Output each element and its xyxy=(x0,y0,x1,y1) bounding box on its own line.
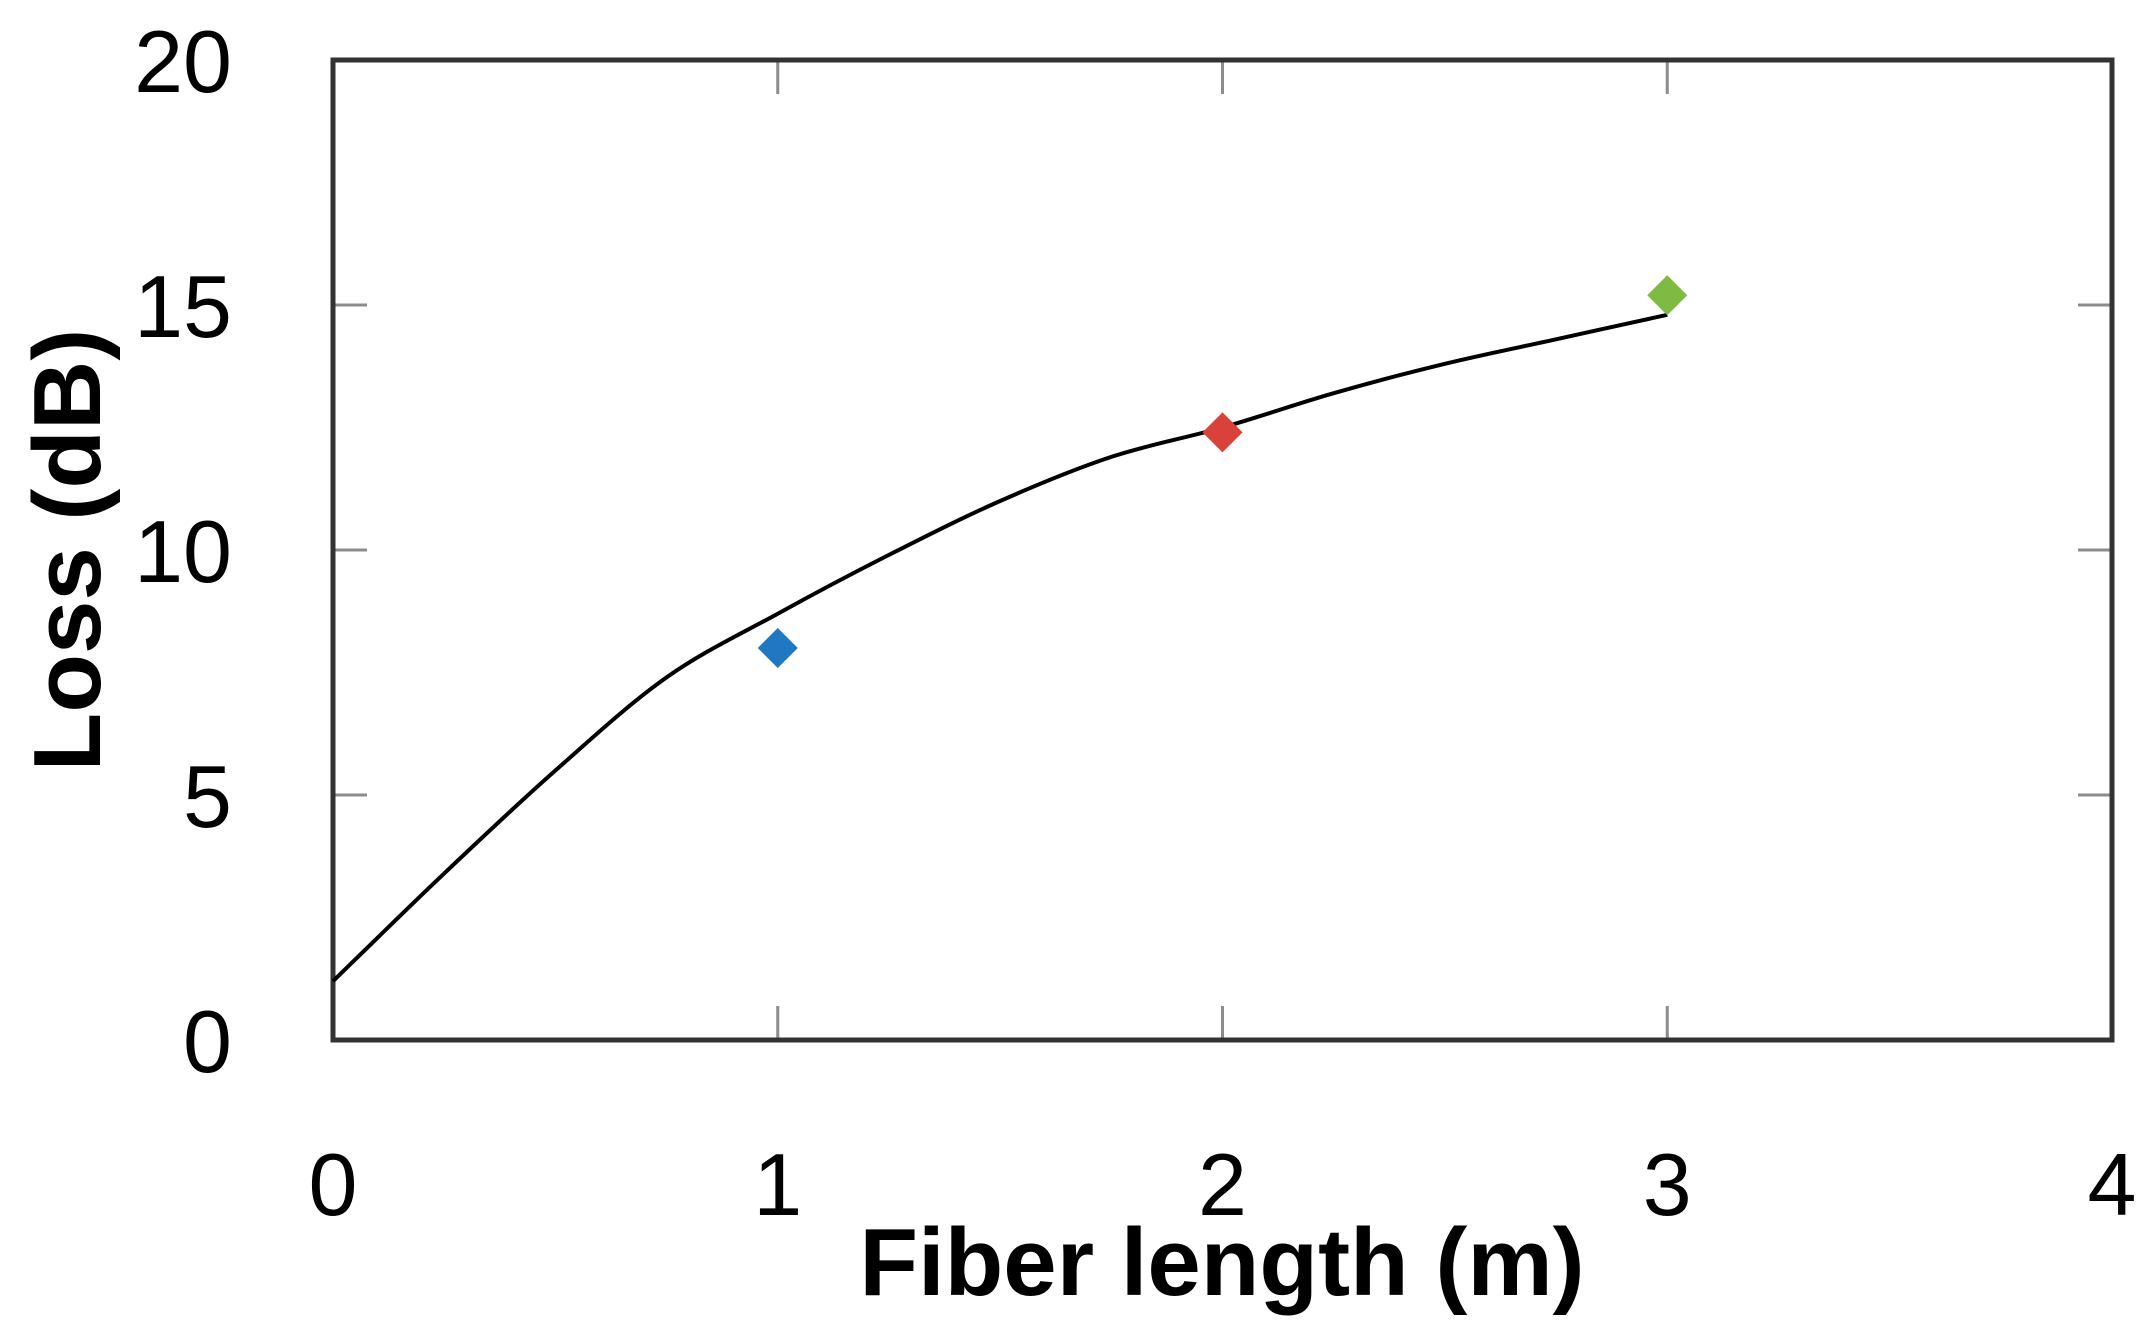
x-axis-title: Fiber length (m) xyxy=(859,1209,1584,1316)
data-point-diamond xyxy=(1202,412,1243,453)
x-tick-label: 4 xyxy=(2088,1135,2137,1234)
x-tick-label: 1 xyxy=(753,1135,802,1234)
data-point-diamond xyxy=(757,628,798,668)
axis-ticks xyxy=(333,60,2112,1040)
y-tick-label: 20 xyxy=(134,12,232,111)
fit-curve xyxy=(331,312,1668,983)
x-tick-labels: 0 1 2 3 4 xyxy=(309,1135,2137,1234)
x-tick-label: 2 xyxy=(1198,1135,1247,1234)
y-tick-label: 15 xyxy=(134,257,232,356)
data-points-layer xyxy=(757,275,1688,668)
plot-frame xyxy=(330,57,2115,1043)
data-point-diamond xyxy=(1647,275,1688,316)
y-tick-label: 0 xyxy=(183,992,232,1091)
x-tick-label: 0 xyxy=(309,1135,358,1234)
x-tick-label: 3 xyxy=(1643,1135,1692,1234)
y-tick-labels: 0 5 10 15 20 xyxy=(134,12,232,1091)
fit-curve-layer xyxy=(331,312,1668,983)
y-tick-label: 10 xyxy=(134,502,232,601)
y-tick-label: 5 xyxy=(183,747,232,846)
y-axis-title: Loss (dB) xyxy=(14,329,121,772)
